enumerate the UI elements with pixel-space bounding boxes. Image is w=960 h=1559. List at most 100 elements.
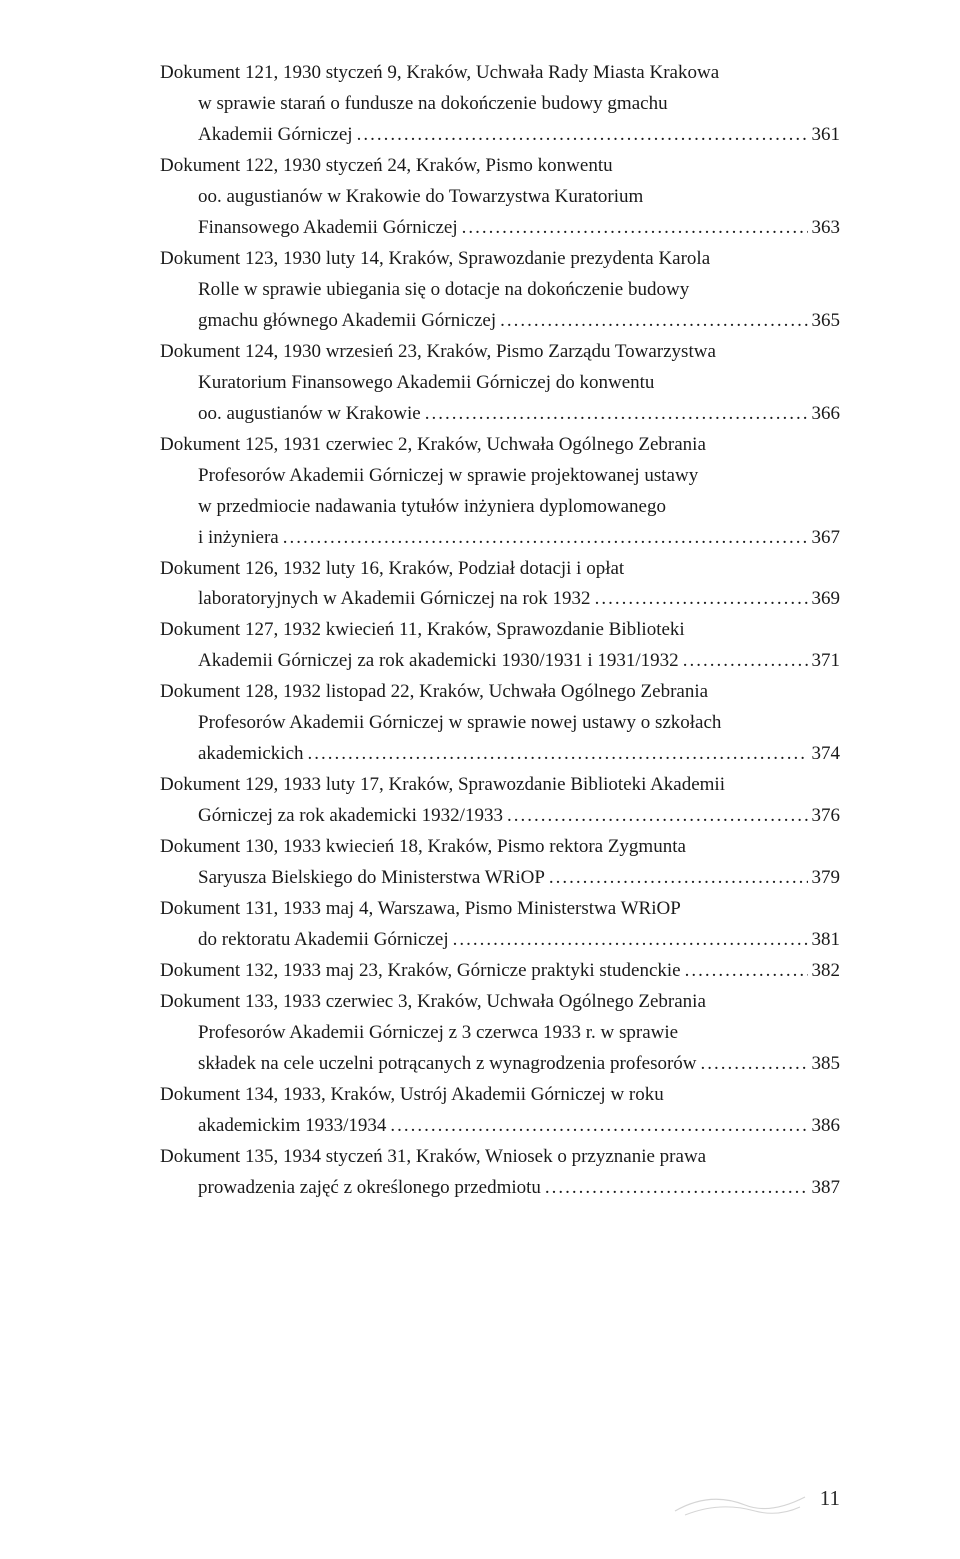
toc-entry-page: 371 (808, 646, 841, 677)
toc-leader-dots: ........................................… (353, 120, 808, 151)
toc-entry-lastline: Dokument 132, 1933 maj 23, Kraków, Górni… (160, 956, 840, 987)
toc-leader-dots: ........................................… (541, 1173, 808, 1204)
toc-entry-text: i inżyniera (198, 523, 279, 554)
toc-leader-dots: ........................................… (681, 956, 808, 987)
toc-entry-line: Dokument 130, 1933 kwiecień 18, Kraków, … (160, 832, 840, 863)
toc-entry: Dokument 125, 1931 czerwiec 2, Kraków, U… (160, 430, 840, 554)
toc-entry-lastline: Saryusza Bielskiego do Ministerstwa WRiO… (160, 863, 840, 894)
toc-entry: Dokument 123, 1930 luty 14, Kraków, Spra… (160, 244, 840, 337)
toc-entry: Dokument 121, 1930 styczeń 9, Kraków, Uc… (160, 58, 840, 151)
toc-entry-line: Kuratorium Finansowego Akademii Górnicze… (160, 368, 840, 399)
toc-entry-lastline: do rektoratu Akademii Górniczej.........… (160, 925, 840, 956)
toc-entry-lastline: laboratoryjnych w Akademii Górniczej na … (160, 584, 840, 615)
toc-entry-text: Saryusza Bielskiego do Ministerstwa WRiO… (198, 863, 545, 894)
toc-entry-line: Dokument 121, 1930 styczeń 9, Kraków, Uc… (160, 58, 840, 89)
toc-leader-dots: ........................................… (496, 306, 807, 337)
toc-entry-lastline: Finansowego Akademii Górniczej..........… (160, 213, 840, 244)
toc-entry-page: 385 (808, 1049, 841, 1080)
toc-entry-lastline: Akademii Górniczej......................… (160, 120, 840, 151)
toc-entry-page: 387 (808, 1173, 841, 1204)
toc-entry-text: do rektoratu Akademii Górniczej (198, 925, 449, 956)
flourish-ornament (670, 1483, 810, 1523)
toc-leader-dots: ........................................… (679, 646, 808, 677)
toc-entry-line: Dokument 123, 1930 luty 14, Kraków, Spra… (160, 244, 840, 275)
toc-entry-lastline: i inżyniera.............................… (160, 523, 840, 554)
toc-entry: Dokument 127, 1932 kwiecień 11, Kraków, … (160, 615, 840, 677)
toc-leader-dots: ........................................… (449, 925, 808, 956)
toc-entry-text: Dokument 132, 1933 maj 23, Kraków, Górni… (160, 956, 681, 987)
toc-entry: Dokument 128, 1932 listopad 22, Kraków, … (160, 677, 840, 770)
toc-entry: Dokument 134, 1933, Kraków, Ustrój Akade… (160, 1080, 840, 1142)
toc-leader-dots: ........................................… (503, 801, 808, 832)
toc-entry-line: Dokument 129, 1933 luty 17, Kraków, Spra… (160, 770, 840, 801)
toc-entry: Dokument 133, 1933 czerwiec 3, Kraków, U… (160, 987, 840, 1080)
toc-entry-page: 374 (808, 739, 841, 770)
toc-entry-page: 379 (808, 863, 841, 894)
toc-leader-dots: ........................................… (458, 213, 808, 244)
toc-entry: Dokument 122, 1930 styczeń 24, Kraków, P… (160, 151, 840, 244)
table-of-contents: Dokument 121, 1930 styczeń 9, Kraków, Uc… (160, 58, 840, 1204)
toc-entry-text: Górniczej za rok akademicki 1932/1933 (198, 801, 503, 832)
toc-entry-lastline: oo. augustianów w Krakowie..............… (160, 399, 840, 430)
toc-entry-page: 361 (808, 120, 841, 151)
page: Dokument 121, 1930 styczeń 9, Kraków, Uc… (0, 0, 960, 1559)
toc-entry-line: Dokument 128, 1932 listopad 22, Kraków, … (160, 677, 840, 708)
toc-leader-dots: ........................................… (386, 1111, 807, 1142)
toc-entry-text: Finansowego Akademii Górniczej (198, 213, 458, 244)
toc-entry-page: 363 (808, 213, 841, 244)
toc-leader-dots: ........................................… (304, 739, 808, 770)
toc-entry-line: Dokument 125, 1931 czerwiec 2, Kraków, U… (160, 430, 840, 461)
toc-leader-dots: ........................................… (591, 584, 808, 615)
toc-entry-line: oo. augustianów w Krakowie do Towarzystw… (160, 182, 840, 213)
toc-entry-lastline: Górniczej za rok akademicki 1932/1933...… (160, 801, 840, 832)
toc-entry-text: Akademii Górniczej za rok akademicki 193… (198, 646, 679, 677)
toc-entry-text: składek na cele uczelni potrącanych z wy… (198, 1049, 697, 1080)
toc-entry-text: akademickim 1933/1934 (198, 1111, 386, 1142)
toc-entry-lastline: składek na cele uczelni potrącanych z wy… (160, 1049, 840, 1080)
toc-entry-line: Profesorów Akademii Górniczej z 3 czerwc… (160, 1018, 840, 1049)
toc-leader-dots: ........................................… (697, 1049, 808, 1080)
toc-entry-page: 386 (808, 1111, 841, 1142)
toc-entry-text: oo. augustianów w Krakowie (198, 399, 421, 430)
toc-leader-dots: ........................................… (545, 863, 808, 894)
toc-entry-page: 367 (808, 523, 841, 554)
toc-entry-page: 376 (808, 801, 841, 832)
toc-entry-line: Dokument 131, 1933 maj 4, Warszawa, Pism… (160, 894, 840, 925)
toc-entry-text: akademickich (198, 739, 304, 770)
toc-entry-page: 381 (808, 925, 841, 956)
toc-entry-line: Profesorów Akademii Górniczej w sprawie … (160, 708, 840, 739)
toc-entry-lastline: akademickich............................… (160, 739, 840, 770)
page-number: 11 (820, 1481, 840, 1515)
toc-entry-line: Dokument 122, 1930 styczeń 24, Kraków, P… (160, 151, 840, 182)
toc-entry-text: Akademii Górniczej (198, 120, 353, 151)
toc-entry: Dokument 130, 1933 kwiecień 18, Kraków, … (160, 832, 840, 894)
toc-entry: Dokument 135, 1934 styczeń 31, Kraków, W… (160, 1142, 840, 1204)
toc-entry-line: Profesorów Akademii Górniczej w sprawie … (160, 461, 840, 492)
toc-entry-line: Dokument 127, 1932 kwiecień 11, Kraków, … (160, 615, 840, 646)
toc-entry-lastline: prowadzenia zajęć z określonego przedmio… (160, 1173, 840, 1204)
toc-entry: Dokument 131, 1933 maj 4, Warszawa, Pism… (160, 894, 840, 956)
toc-leader-dots: ........................................… (421, 399, 808, 430)
toc-entry-line: Dokument 133, 1933 czerwiec 3, Kraków, U… (160, 987, 840, 1018)
toc-entry-page: 366 (808, 399, 841, 430)
toc-entry-lastline: akademickim 1933/1934...................… (160, 1111, 840, 1142)
toc-entry: Dokument 124, 1930 wrzesień 23, Kraków, … (160, 337, 840, 430)
toc-entry-text: prowadzenia zajęć z określonego przedmio… (198, 1173, 541, 1204)
toc-leader-dots: ........................................… (279, 523, 808, 554)
toc-entry-line: Dokument 134, 1933, Kraków, Ustrój Akade… (160, 1080, 840, 1111)
toc-entry-line: Rolle w sprawie ubiegania się o dotacje … (160, 275, 840, 306)
toc-entry-line: w sprawie starań o fundusze na dokończen… (160, 89, 840, 120)
toc-entry: Dokument 132, 1933 maj 23, Kraków, Górni… (160, 956, 840, 987)
toc-entry: Dokument 126, 1932 luty 16, Kraków, Podz… (160, 554, 840, 616)
toc-entry: Dokument 129, 1933 luty 17, Kraków, Spra… (160, 770, 840, 832)
toc-entry-line: Dokument 126, 1932 luty 16, Kraków, Podz… (160, 554, 840, 585)
toc-entry-lastline: gmachu głównego Akademii Górniczej......… (160, 306, 840, 337)
toc-entry-page: 369 (808, 584, 841, 615)
toc-entry-line: w przedmiocie nadawania tytułów inżynier… (160, 492, 840, 523)
toc-entry-line: Dokument 124, 1930 wrzesień 23, Kraków, … (160, 337, 840, 368)
toc-entry-text: laboratoryjnych w Akademii Górniczej na … (198, 584, 591, 615)
toc-entry-lastline: Akademii Górniczej za rok akademicki 193… (160, 646, 840, 677)
toc-entry-page: 382 (808, 956, 841, 987)
toc-entry-line: Dokument 135, 1934 styczeń 31, Kraków, W… (160, 1142, 840, 1173)
toc-entry-text: gmachu głównego Akademii Górniczej (198, 306, 496, 337)
